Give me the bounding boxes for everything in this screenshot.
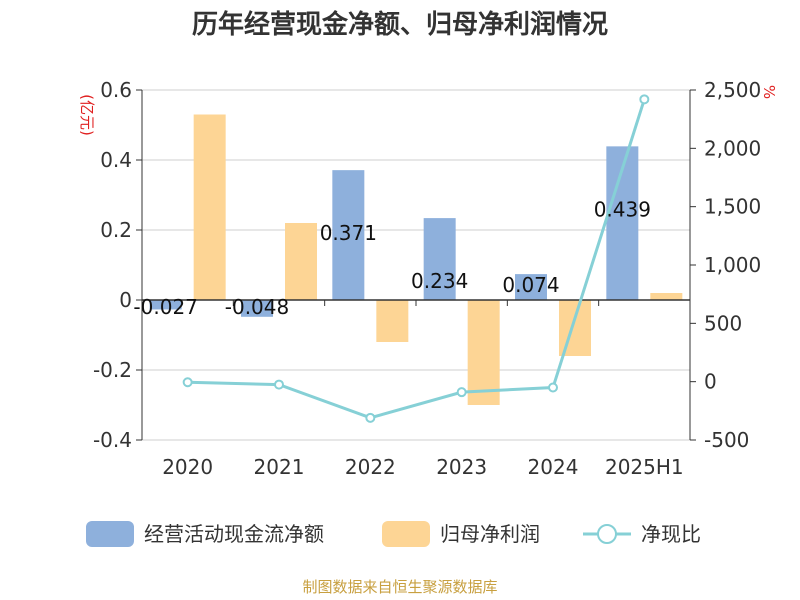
ratio-line	[182, 94, 650, 423]
legend-label-cashflow: 经营活动现金流净额	[144, 522, 324, 546]
bars	[149, 114, 683, 405]
ratio-point	[639, 94, 650, 105]
category-label: 2021	[254, 455, 305, 479]
bar	[650, 293, 683, 300]
left-axis-ticks: 0.6 0.4 0.2 0 -0.2 -0.4	[93, 78, 142, 452]
cashflow-data-label: -0.048	[225, 295, 289, 319]
right-tick-label: 2,500	[704, 78, 761, 102]
legend-swatch-cashflow	[86, 521, 134, 547]
cashflow-data-label: 0.371	[320, 221, 377, 245]
cashflow-data-label: 0.074	[502, 273, 559, 297]
legend: 经营活动现金流净额 归母净利润 净现比	[86, 521, 701, 547]
right-axis-ticks: 2,500 2,000 1,500 1,000 500 0 -500	[690, 78, 761, 452]
bar	[515, 274, 547, 300]
left-tick-label: 0.2	[100, 218, 132, 242]
legend-swatch-profit	[382, 521, 430, 547]
data-labels: -0.027 -0.048 0.371 0.234 0.074 0.439	[133, 197, 651, 319]
right-tick-label: 500	[704, 311, 742, 335]
ratio-point	[548, 382, 558, 393]
right-tick-label: 1,000	[704, 253, 761, 277]
category-label: 2025H1	[605, 455, 684, 479]
left-tick-label: 0.4	[100, 148, 132, 172]
category-label: 2022	[345, 455, 396, 479]
right-tick-label: 1,500	[704, 195, 761, 219]
right-tick-label: 0	[704, 370, 717, 394]
left-tick-label: -0.4	[93, 428, 132, 452]
bar	[285, 223, 317, 300]
legend-label-profit: 归母净利润	[440, 522, 540, 546]
legend-marker-ratio	[597, 524, 617, 544]
legend-label-ratio: 净现比	[641, 522, 701, 546]
category-label: 2023	[436, 455, 487, 479]
source-note: 制图数据来自恒生聚源数据库	[302, 578, 497, 596]
bar	[423, 218, 456, 300]
right-tick-label: 2,000	[704, 136, 761, 160]
cashflow-data-label: 0.439	[594, 197, 651, 221]
bar	[559, 300, 591, 356]
right-tick-label: -500	[704, 428, 749, 452]
category-label: 2024	[528, 455, 579, 479]
ratio-point	[182, 377, 193, 388]
left-tick-label: -0.2	[93, 358, 132, 382]
cashflow-data-label: -0.027	[133, 295, 197, 319]
right-axis-unit: %	[760, 85, 778, 99]
bar	[376, 300, 409, 342]
ratio-point	[274, 379, 284, 390]
left-axis-unit: (亿元)	[78, 94, 96, 136]
ratio-line-path	[187, 98, 646, 420]
cashflow-data-label: 0.234	[411, 269, 468, 293]
left-tick-label: 0.6	[100, 78, 132, 102]
ratio-point	[456, 387, 467, 398]
bar	[467, 300, 500, 405]
category-labels: 2020 2021 2022 2023 2024 2025H1	[162, 455, 683, 479]
left-tick-label: 0	[119, 288, 132, 312]
bar	[332, 170, 365, 300]
ratio-point	[365, 412, 376, 423]
bar	[241, 300, 273, 317]
chart-title: 历年经营现金净额、归母净利润情况	[192, 9, 608, 40]
bar	[149, 300, 182, 310]
category-label: 2020	[162, 455, 213, 479]
bar	[193, 114, 226, 300]
